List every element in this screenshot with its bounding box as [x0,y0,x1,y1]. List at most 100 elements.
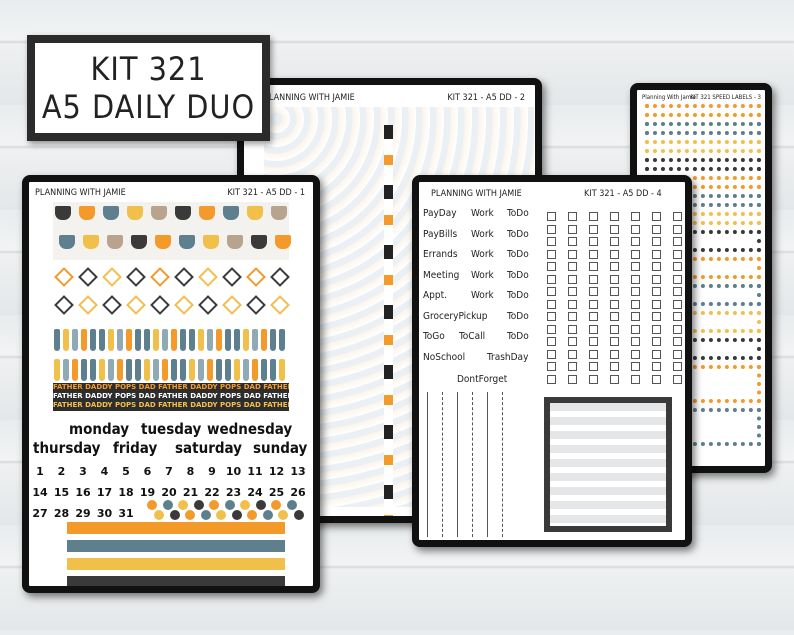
dot-sticker [178,500,188,510]
date-9: 9 [208,465,216,478]
dot-sticker [209,500,219,510]
checkbox-sticker [568,362,577,371]
checkbox-sticker [631,362,640,371]
checkbox-sticker [589,237,598,246]
coffee-cup-icon [227,235,243,249]
coffee-cup-icon [59,235,75,249]
dot-sticker [162,500,173,510]
checkbox-sticker [610,362,619,371]
tie-icon [135,329,141,351]
color-bar-charcoal [67,576,285,586]
tie-icon [270,359,276,381]
sheet-brand: PLANNING WITH JAMIE [35,188,126,198]
checkbox-sticker [673,312,682,321]
banner-line: FATHER DADDY POPS DAD FATHER DADDY POPS … [53,401,289,409]
banner-line: FATHER DADDY POPS DAD FATHER DADDY POPS … [53,383,289,391]
dot-sticker [271,500,281,510]
dot-sticker [262,510,273,520]
checkbox-sticker [652,362,661,371]
checkbox-sticker [568,249,577,259]
checkbox-sticker [568,224,577,234]
checkbox-sticker [610,299,619,309]
dot-sticker [286,500,297,510]
checkbox-sticker [547,337,556,346]
tie-icon [153,329,159,351]
checkbox-sticker [589,249,598,259]
tie-icon [153,359,159,381]
coffee-cup-icon [251,235,267,249]
checkbox-sticker [652,324,661,334]
speed-label-box [645,140,761,153]
diamond-icon [270,295,290,315]
checkbox-sticker [568,237,577,246]
label-sticker: Meeting [423,269,460,281]
checkbox-sticker [547,349,556,359]
color-bar-orange [67,522,285,534]
tie-icon [90,359,96,381]
line-sticker [502,392,503,537]
date-8: 8 [186,465,195,478]
dot-sticker [278,510,288,520]
date-5: 5 [122,465,130,478]
tie-icon [207,359,213,381]
coffee-cup-icon [223,206,239,220]
tie-icon [171,359,177,381]
checkbox-sticker [652,212,661,221]
coffee-cup-icon [79,206,95,220]
checkbox-sticker [631,212,640,221]
checkbox-sticker [610,287,619,296]
label-sticker: Work [471,290,494,301]
checkbox-sticker [652,374,661,384]
coffee-cup-icon [127,206,143,220]
dot-sticker [200,510,211,520]
tie-icon [261,359,267,381]
checkbox-sticker [652,299,661,309]
tie-icon [72,329,78,351]
diamond-icon [198,267,218,287]
speed-label-box [645,122,761,135]
tie-icon [99,359,105,381]
tie-icon [234,329,240,351]
checkbox-sticker [631,287,640,296]
coffee-cup-icon [55,206,71,220]
label-sticker: GroceryPickup [423,310,488,322]
date-28: 28 [53,507,70,520]
date-21: 21 [182,486,199,499]
checkbox-sticker [589,287,598,296]
date-11: 11 [247,465,263,478]
date-16: 16 [75,486,91,499]
dot-sticker [224,500,235,510]
dad-badge-icon [126,267,146,287]
dad-badge-icon [54,295,74,315]
tie-icon [252,359,258,381]
coffee-cup-icon [131,235,147,249]
label-sticker: Work [471,249,494,260]
checkbox-sticker [652,262,661,271]
dot-sticker [193,500,204,510]
tie-icon [144,359,150,381]
date-3: 3 [79,465,87,478]
label-sticker: Errands [423,249,458,260]
date-2: 2 [57,465,66,478]
date-24: 24 [247,486,263,499]
checkbox-sticker [673,262,682,271]
tie-icon [54,359,60,381]
checkbox-sticker [547,224,556,234]
date-10: 10 [225,465,242,478]
date-4: 4 [100,465,109,478]
checkbox-sticker [547,212,556,221]
checkbox-sticker [547,274,556,284]
dot-sticker [231,510,242,520]
checkbox-sticker [673,324,682,334]
sheet-code: KIT 321 - A5 DD - 4 [584,189,662,199]
date-6: 6 [143,465,152,478]
tie-icon [279,329,285,351]
weekday-thursday: thursday [33,439,101,457]
checkbox-sticker [673,299,682,309]
checkbox-sticker [547,287,556,296]
dad-badge-icon [198,295,218,315]
diamond-icon [78,295,98,315]
checkbox-sticker [673,349,682,359]
kit-title-card: KIT 321 A5 DAILY DUO [27,35,270,141]
coffee-cup-icon [199,206,215,220]
